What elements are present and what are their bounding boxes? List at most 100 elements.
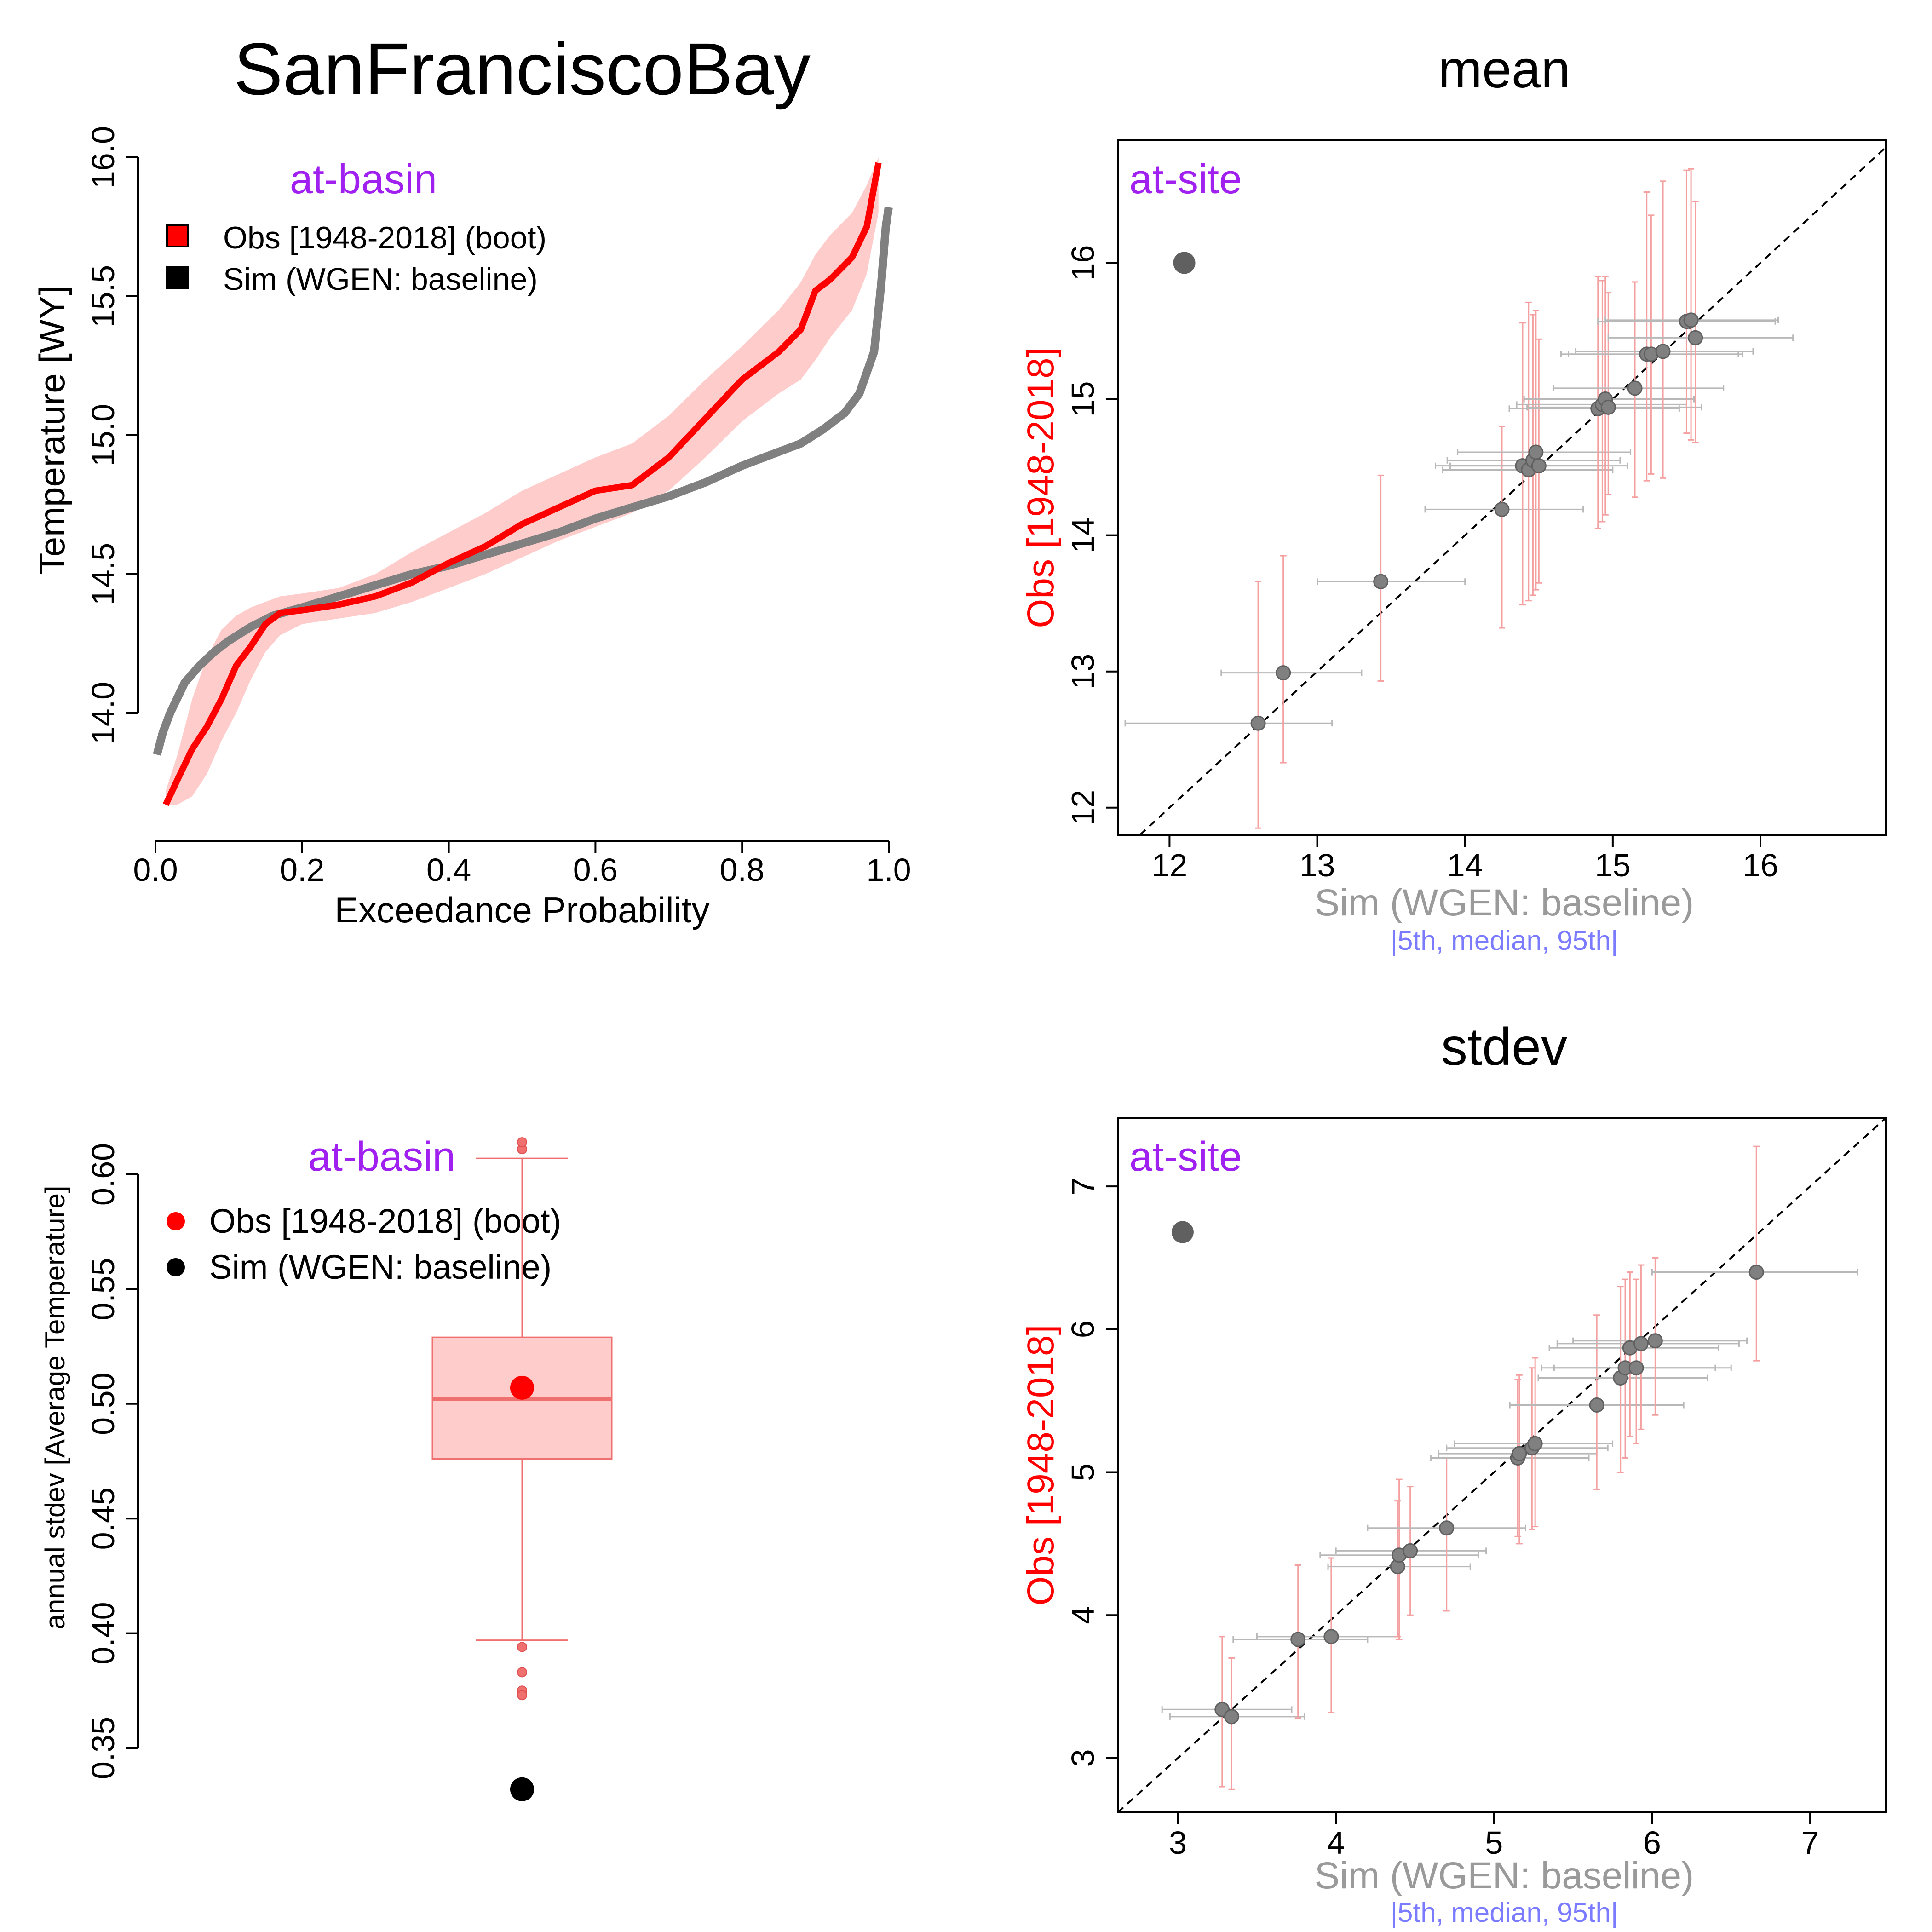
boxplot-y-axis-label: annual stdev [Average Temperature] [40, 1185, 70, 1629]
stdev-x-tick-label: 7 [1801, 1825, 1819, 1861]
exceedance-y-tick-label: 14.5 [85, 543, 121, 605]
box-outlier [517, 1642, 527, 1652]
boxplot-legend-sim-label: Sim (WGEN: baseline) [209, 1248, 552, 1286]
mean-axes: 12 13 14 15 16 12 13 14 15 16 [1065, 245, 1778, 883]
stdev-points [1214, 1265, 1764, 1725]
site-point [1628, 1360, 1644, 1376]
mean-legend-marker [1173, 252, 1196, 274]
exceedance-x-axis-label: Exceedance Probability [334, 890, 709, 930]
exceedance-legend-title: at-basin [290, 156, 437, 202]
stdev-x-tick-label: 5 [1485, 1825, 1503, 1861]
stdev-y-tick-label: 4 [1065, 1606, 1101, 1624]
mean-points [1250, 312, 1703, 731]
site-point [1373, 574, 1389, 589]
site-point [1276, 665, 1291, 681]
exceedance-y-tick-label: 14.0 [85, 682, 121, 744]
stdev-x-tick-label: 6 [1643, 1825, 1661, 1861]
mean-y-axis-label: Obs [1948-2018] [1020, 347, 1062, 628]
site-point [1323, 1629, 1339, 1644]
mean-x-axis-label: Sim (WGEN: baseline) [1315, 882, 1694, 924]
mean-legend-title: at-site [1129, 156, 1242, 202]
mean-x-tick-label: 13 [1300, 847, 1335, 883]
stdev-y-axis-label: Obs [1948-2018] [1020, 1325, 1062, 1606]
mean-y-tick-label: 15 [1065, 381, 1101, 417]
sim-line [153, 207, 893, 756]
exceedance-legend-obs-label: Obs [1948-2018] (boot) [223, 220, 546, 255]
site-point [1600, 399, 1616, 415]
exceedance-y-tick-label: 16.0 [85, 126, 121, 189]
obs-value-point [510, 1375, 534, 1400]
site-point [1627, 380, 1643, 396]
boxplot-y-tick-label: 0.60 [85, 1143, 121, 1206]
boxplot-y-tick-label: 0.35 [85, 1717, 121, 1779]
exceedance-axes: 0.0 0.2 0.4 0.6 0.8 1.0 14.0 14.5 15.0 15.5 16.0 [85, 126, 911, 888]
site-point [1647, 1333, 1663, 1349]
boxplot [431, 1137, 613, 1801]
mean-x-tick-label: 16 [1742, 847, 1778, 883]
legend-obs-swatch [166, 224, 189, 247]
stdev-x-tick-label: 3 [1169, 1825, 1187, 1861]
site-point [1683, 312, 1699, 328]
stdev-x-axis-label: Sim (WGEN: baseline) [1315, 1855, 1694, 1897]
boxplot-y-tick-label: 0.40 [85, 1602, 121, 1664]
stdev-plot-frame [1117, 1117, 1887, 1813]
mean-y-tick-label: 14 [1065, 518, 1101, 553]
boxplot-legend-obs-marker [167, 1212, 185, 1230]
exceedance-x-tick-label: 0.8 [720, 852, 765, 888]
mean-x-tick-label: 12 [1151, 847, 1187, 883]
stdev-y-tick-label: 3 [1065, 1749, 1101, 1767]
exceedance-y-tick-label: 15.0 [85, 404, 121, 466]
stdev-y-tick-label: 7 [1065, 1178, 1101, 1196]
site-point [1688, 330, 1703, 345]
box-outlier [517, 1137, 527, 1148]
exceedance-x-tick-label: 1.0 [866, 852, 911, 888]
site-point [1250, 715, 1266, 731]
boxplot-y-tick-label: 0.55 [85, 1258, 121, 1320]
mean-scatter-chart: mean 12 13 14 15 16 12 13 14 15 16 at-site Sim (W… [1020, 40, 1887, 956]
mean-plot-frame [1117, 139, 1887, 836]
site-point [1528, 444, 1544, 460]
mean-y-tick-label: 12 [1065, 790, 1101, 826]
figure-title: SanFranciscoBay [234, 28, 811, 110]
stdev-1to1-line [1117, 1117, 1887, 1813]
box-outlier [517, 1690, 527, 1701]
mean-x-tick-label: 15 [1595, 847, 1631, 883]
site-point [1224, 1709, 1239, 1725]
sim-value-point [510, 1777, 534, 1801]
stdev-boxplot-chart: 0.35 0.40 0.45 0.50 0.55 0.60 annual stdev [A… [40, 1134, 613, 1801]
mean-x-axis-note: |5th, median, 95th| [1391, 925, 1618, 956]
mean-x-tick-label: 14 [1447, 847, 1483, 883]
box-outlier [517, 1667, 527, 1678]
site-point [1527, 1436, 1543, 1451]
boxplot-legend-sim-marker [167, 1258, 185, 1276]
obs-line [162, 162, 882, 806]
stdev-chart-title: stdev [1441, 1018, 1568, 1076]
boxplot-legend-title: at-basin [308, 1134, 455, 1180]
stdev-scatter-chart: stdev 3 4 5 6 7 3 4 5 6 7 at-site Sim (WGEN: base… [1020, 1018, 1887, 1928]
boxplot-axes: 0.35 0.40 0.45 0.50 0.55 0.60 [85, 1143, 139, 1779]
mean-chart-title: mean [1438, 40, 1570, 99]
boxplot-y-tick-label: 0.45 [85, 1487, 121, 1550]
stdev-legend-title: at-site [1129, 1134, 1242, 1180]
site-point [1748, 1265, 1764, 1280]
boxplot-y-tick-label: 0.50 [85, 1373, 121, 1435]
exceedance-y-axis-label: Temperature [WY] [32, 286, 72, 575]
stdev-legend-marker [1171, 1221, 1194, 1243]
site-point [1512, 1446, 1527, 1461]
site-point [1655, 344, 1671, 359]
exceedance-x-tick-label: 0.0 [133, 852, 178, 888]
stdev-x-axis-note: |5th, median, 95th| [1391, 1897, 1618, 1928]
stdev-axes: 3 4 5 6 7 3 4 5 6 7 [1065, 1178, 1819, 1861]
exceedance-legend-sim-label: Sim (WGEN: baseline) [223, 262, 538, 297]
exceedance-y-tick-label: 15.5 [85, 265, 121, 328]
site-point [1531, 458, 1547, 474]
site-point [1633, 1336, 1649, 1351]
boxplot-legend-obs-label: Obs [1948-2018] (boot) [209, 1202, 561, 1240]
site-point [1290, 1632, 1306, 1647]
site-point [1494, 501, 1510, 517]
stdev-y-tick-label: 5 [1065, 1463, 1101, 1481]
site-point [1439, 1520, 1455, 1536]
stdev-y-tick-label: 6 [1065, 1320, 1101, 1338]
site-point [1403, 1543, 1418, 1558]
